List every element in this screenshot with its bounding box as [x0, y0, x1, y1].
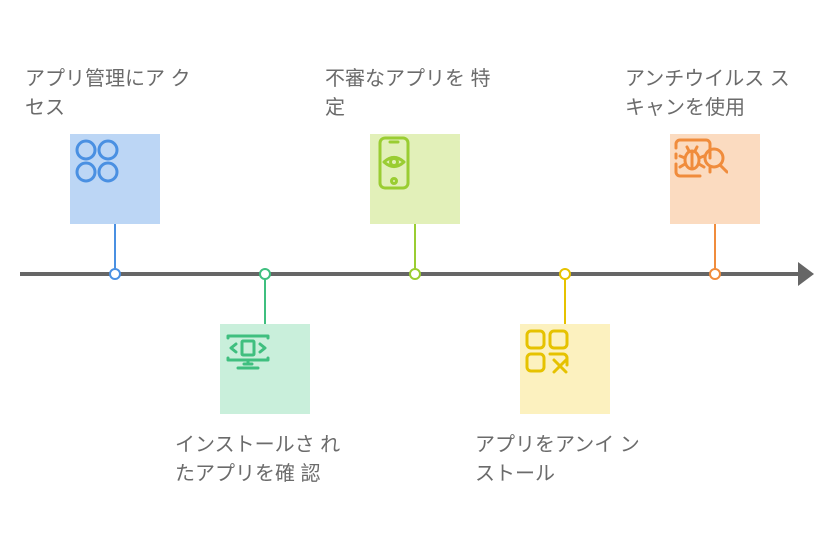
step-label-uninstall-apps: アプリをアンイ ンストール: [475, 428, 655, 486]
axis-dot-review-installed-apps: [259, 268, 271, 280]
connector-access-app-management: [114, 220, 116, 274]
step-circle-review-installed-apps: [220, 324, 310, 414]
connector-antivirus-scan: [714, 220, 716, 274]
bug-scan-icon: [670, 134, 760, 186]
axis-dot-antivirus-scan: [709, 268, 721, 280]
step-label-antivirus-scan: アンチウイルス スキャンを使用: [625, 62, 805, 120]
connector-review-installed-apps: [264, 274, 266, 328]
axis-dot-uninstall-apps: [559, 268, 571, 280]
connector-uninstall-apps: [564, 274, 566, 328]
timeline-arrowhead: [798, 262, 814, 286]
step-label-review-installed-apps: インストールさ れたアプリを確 認: [175, 428, 355, 486]
axis-dot-identify-suspicious-apps: [409, 268, 421, 280]
phone-eye-icon: [370, 134, 460, 192]
step-label-access-app-management: アプリ管理にア クセス: [25, 62, 205, 120]
code-monitor-icon: [220, 324, 310, 380]
connector-identify-suspicious-apps: [414, 220, 416, 274]
axis-dot-access-app-management: [109, 268, 121, 280]
grid-remove-icon: [520, 324, 610, 378]
step-circle-antivirus-scan: [670, 134, 760, 224]
step-circle-access-app-management: [70, 134, 160, 224]
step-circle-uninstall-apps: [520, 324, 610, 414]
step-circle-identify-suspicious-apps: [370, 134, 460, 224]
step-label-identify-suspicious-apps: 不審なアプリを 特定: [325, 62, 505, 120]
grid-circles-icon: [70, 134, 160, 188]
